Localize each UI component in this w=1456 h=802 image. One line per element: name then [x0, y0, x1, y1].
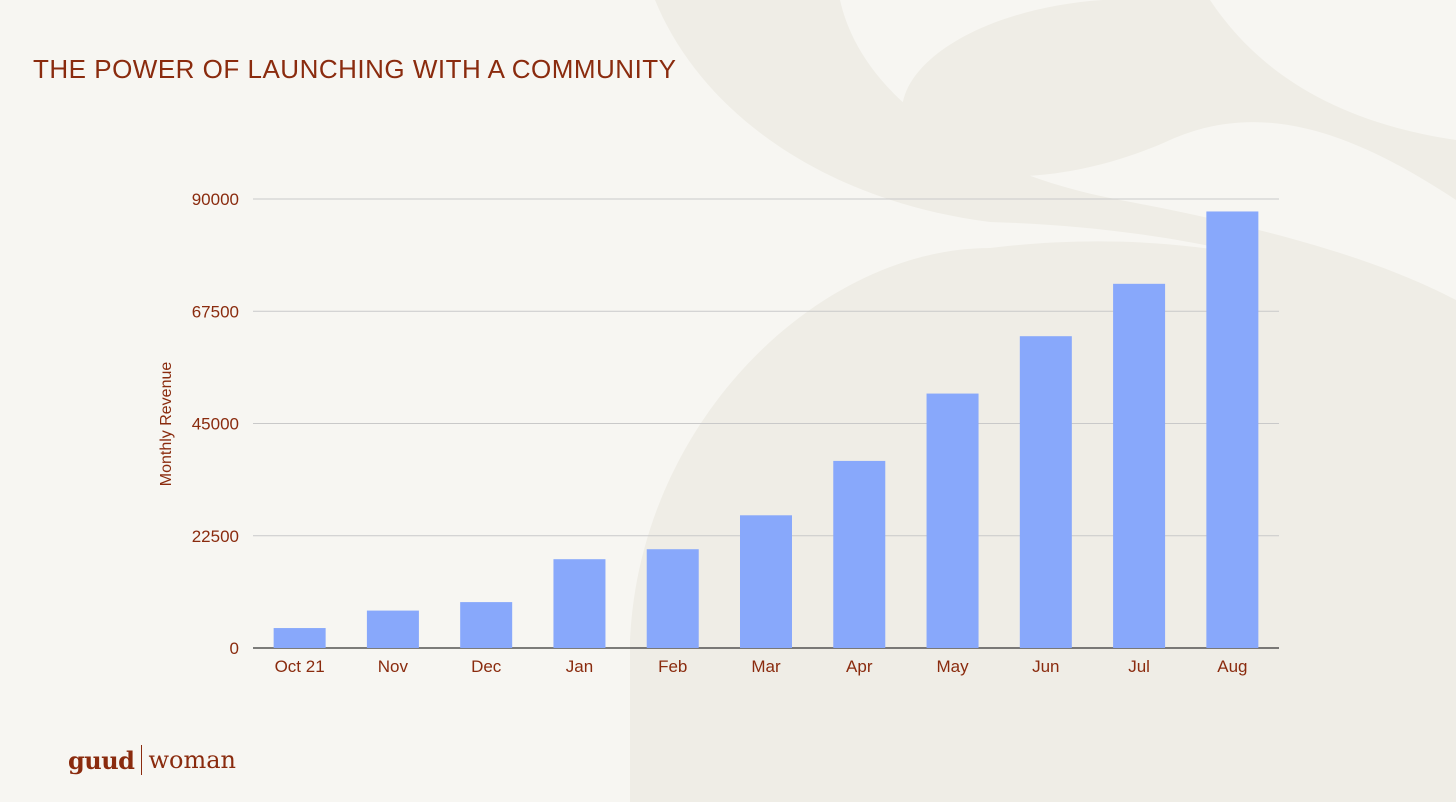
bar-oct-21 [273, 628, 326, 648]
bar-jun [1019, 336, 1072, 648]
x-tick-label: Feb [658, 657, 687, 676]
x-tick-label: Jun [1032, 657, 1059, 676]
y-tick-label: 0 [230, 639, 239, 658]
decor-shape-loop-inner [1210, 0, 1456, 140]
x-tick-label: Dec [471, 657, 502, 676]
bar-dec [460, 602, 513, 648]
y-axis-ticks: 0 22500 45000 67500 90000 [192, 190, 239, 658]
x-tick-label: Jan [566, 657, 593, 676]
logo-brand-text: guud [68, 745, 135, 775]
x-tick-label: Nov [378, 657, 409, 676]
bar-nov [366, 610, 419, 648]
page-title: THE POWER OF LAUNCHING WITH A COMMUNITY [33, 54, 677, 84]
logo-divider [141, 745, 143, 775]
brand-logo: guud woman [68, 742, 236, 778]
y-axis-title: Monthly Revenue [158, 362, 175, 487]
x-tick-label: Apr [846, 657, 873, 676]
x-tick-label: May [936, 657, 969, 676]
bar-may [926, 393, 979, 648]
bar-apr [833, 460, 886, 648]
y-tick-label: 45000 [192, 415, 239, 434]
bar-aug [1206, 211, 1259, 648]
x-tick-label: Jul [1128, 657, 1150, 676]
y-tick-label: 67500 [192, 302, 239, 321]
logo-sub-text: woman [148, 746, 236, 774]
bar-feb [646, 549, 699, 648]
bar-jul [1113, 283, 1166, 648]
bar-mar [740, 515, 792, 648]
x-tick-label: Oct 21 [275, 657, 325, 676]
x-tick-label: Aug [1217, 657, 1247, 676]
y-tick-label: 90000 [192, 190, 239, 209]
bars [273, 211, 1259, 648]
decor-shape-arc [630, 248, 990, 802]
bar-jan [553, 559, 606, 648]
x-axis-ticks: Oct 21 Nov Dec Jan Feb Mar Apr May Jun Jul Aug [275, 657, 1248, 676]
y-tick-label: 22500 [192, 527, 239, 546]
x-tick-label: Mar [751, 657, 781, 676]
